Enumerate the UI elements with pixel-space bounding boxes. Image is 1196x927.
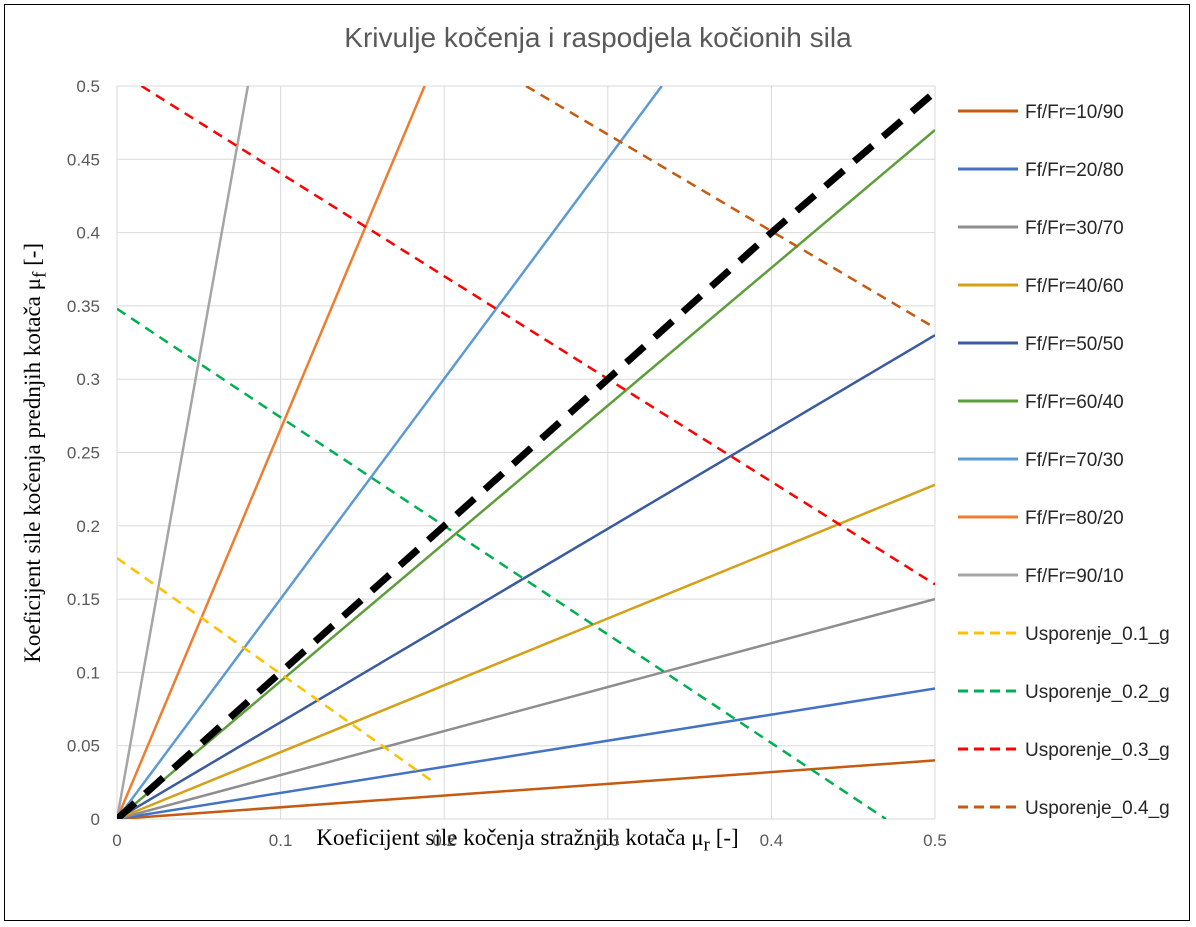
legend-label: Ff/Fr=30/70	[1025, 218, 1124, 239]
y-tick-label: 0.45	[67, 150, 100, 169]
x-axis-label-subscript: r	[703, 834, 710, 856]
y-tick-label: 0.3	[76, 370, 100, 389]
series-line	[117, 759, 935, 819]
y-tick-label: 0.4	[76, 224, 100, 243]
chart-title: Krivulje kočenja i raspodjela kočionih s…	[344, 22, 852, 53]
x-tick-label: 0.4	[760, 831, 784, 850]
series-line	[117, 483, 935, 819]
y-tick-label: 0.25	[67, 444, 100, 463]
legend-label: Ff/Fr=70/30	[1025, 450, 1124, 471]
y-tick-label: 0.15	[67, 590, 100, 609]
y-tick-label: 0.05	[67, 737, 100, 756]
y-tick-label: 0	[91, 810, 100, 829]
x-tick-label: 0.3	[596, 831, 620, 850]
legend-label: Ff/Fr=40/60	[1025, 276, 1124, 297]
x-tick-label: 0.2	[432, 831, 456, 850]
series-lines	[117, 86, 935, 819]
series-line	[117, 86, 250, 819]
series-line	[117, 597, 935, 819]
series-line	[140, 86, 935, 586]
series-line	[117, 307, 887, 819]
series-line	[117, 334, 935, 819]
y-tick-label: 0.2	[76, 517, 100, 536]
legend-label: Usporenje_0.4_g	[1025, 798, 1170, 819]
legend: Ff/Fr=10/90 Ff/Fr=20/80 Ff/Fr=30/70 Ff/Fr=4…	[958, 102, 1170, 819]
legend-label: Usporenje_0.1_g	[1025, 624, 1170, 645]
series-line	[117, 687, 935, 819]
series-line	[117, 557, 437, 785]
series-line	[525, 86, 935, 329]
tick-labels: 0 0.1 0.2 0.3 0.4 0.5 0 0.05 0.1 0.15 0.2 0.25 0.3 0.…	[67, 77, 947, 850]
legend-label: Ff/Fr=50/50	[1025, 334, 1124, 355]
legend-label: Ff/Fr=80/20	[1025, 508, 1124, 529]
plot-area	[117, 86, 935, 819]
legend-label: Ff/Fr=10/90	[1025, 102, 1124, 123]
y-tick-label: 0.35	[67, 297, 100, 316]
legend-label: Usporenje_0.2_g	[1025, 682, 1170, 703]
x-tick-label: 0	[112, 831, 121, 850]
x-axis-label: Koeficijent sile kočenja stražnjih kotač…	[120, 825, 935, 857]
x-tick-label: 0.5	[923, 831, 947, 850]
legend-label: Usporenje_0.3_g	[1025, 740, 1170, 761]
x-tick-label: 0.1	[269, 831, 293, 850]
ideal-braking-curve	[117, 89, 935, 819]
y-tick-label: 0.1	[76, 663, 100, 682]
legend-label: Ff/Fr=20/80	[1025, 160, 1124, 181]
y-tick-label: 0.5	[76, 77, 100, 96]
legend-label: Ff/Fr=90/10	[1025, 566, 1124, 587]
series-line	[117, 86, 426, 819]
x-axis-label-unit: [-]	[709, 825, 739, 850]
series-line	[117, 86, 663, 819]
x-axis-label-text: Koeficijent sile kočenja stražnjih kotač…	[316, 825, 704, 850]
legend-label: Ff/Fr=60/40	[1025, 392, 1124, 413]
series-line	[117, 129, 935, 819]
